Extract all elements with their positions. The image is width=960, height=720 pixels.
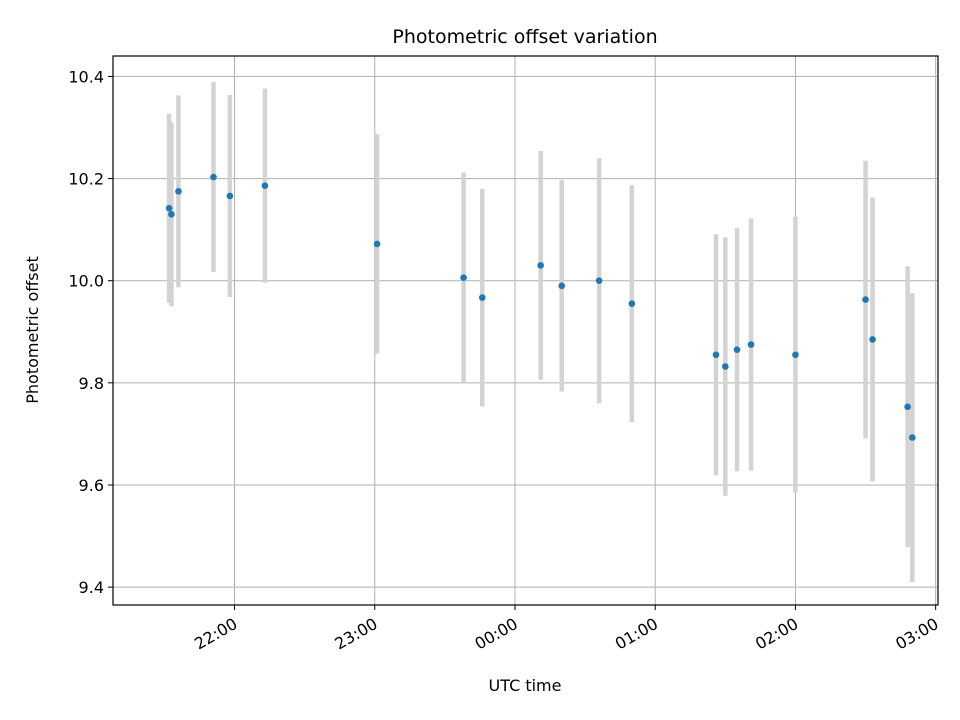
x-tick-label: 23:00 — [331, 614, 380, 654]
y-tick-label: 9.8 — [79, 374, 104, 393]
data-point — [628, 300, 636, 307]
data-point — [595, 277, 603, 285]
data-point — [373, 240, 381, 248]
data-point — [460, 274, 467, 281]
y-tick-label: 10.0 — [68, 272, 104, 291]
data-point — [733, 346, 741, 353]
data-point — [792, 351, 799, 359]
y-tick-label: 10.2 — [68, 170, 104, 189]
data-point — [558, 282, 566, 290]
data-point — [261, 182, 269, 190]
data-point — [862, 296, 869, 303]
x-tick-label: 22:00 — [191, 614, 240, 654]
data-point — [908, 434, 916, 441]
y-tick-label: 9.6 — [79, 476, 104, 495]
data-point — [175, 188, 182, 195]
y-tick-label: 10.4 — [68, 67, 104, 86]
data-point — [165, 204, 173, 212]
data-point — [226, 192, 234, 200]
data-point — [478, 294, 486, 301]
errorbars — [166, 82, 915, 583]
x-tick-label: 00:00 — [472, 614, 521, 654]
data-point — [904, 403, 911, 411]
x-tick-label: 02:00 — [752, 614, 801, 654]
data-points — [165, 173, 916, 441]
x-axis-title: UTC time — [489, 676, 562, 695]
data-point — [210, 173, 217, 181]
grid — [113, 56, 938, 605]
y-axis-ticks: 9.4 9.6 9.8 10.0 10.2 10.4 — [68, 67, 113, 597]
y-tick-label: 9.4 — [79, 578, 104, 597]
data-point — [537, 262, 544, 269]
data-point — [168, 211, 175, 218]
y-axis-title: Photometric offset — [23, 256, 42, 404]
x-axis-ticks: 22:00 23:00 00:00 01:00 02:00 03:00 — [191, 605, 942, 654]
data-point — [722, 363, 729, 370]
data-point — [712, 351, 720, 359]
data-point — [869, 336, 876, 343]
x-tick-label: 03:00 — [892, 614, 941, 654]
chart-title: Photometric offset variation — [392, 26, 657, 48]
data-point — [747, 341, 755, 348]
x-tick-label: 01:00 — [612, 614, 661, 654]
plot-frame — [112, 55, 939, 606]
